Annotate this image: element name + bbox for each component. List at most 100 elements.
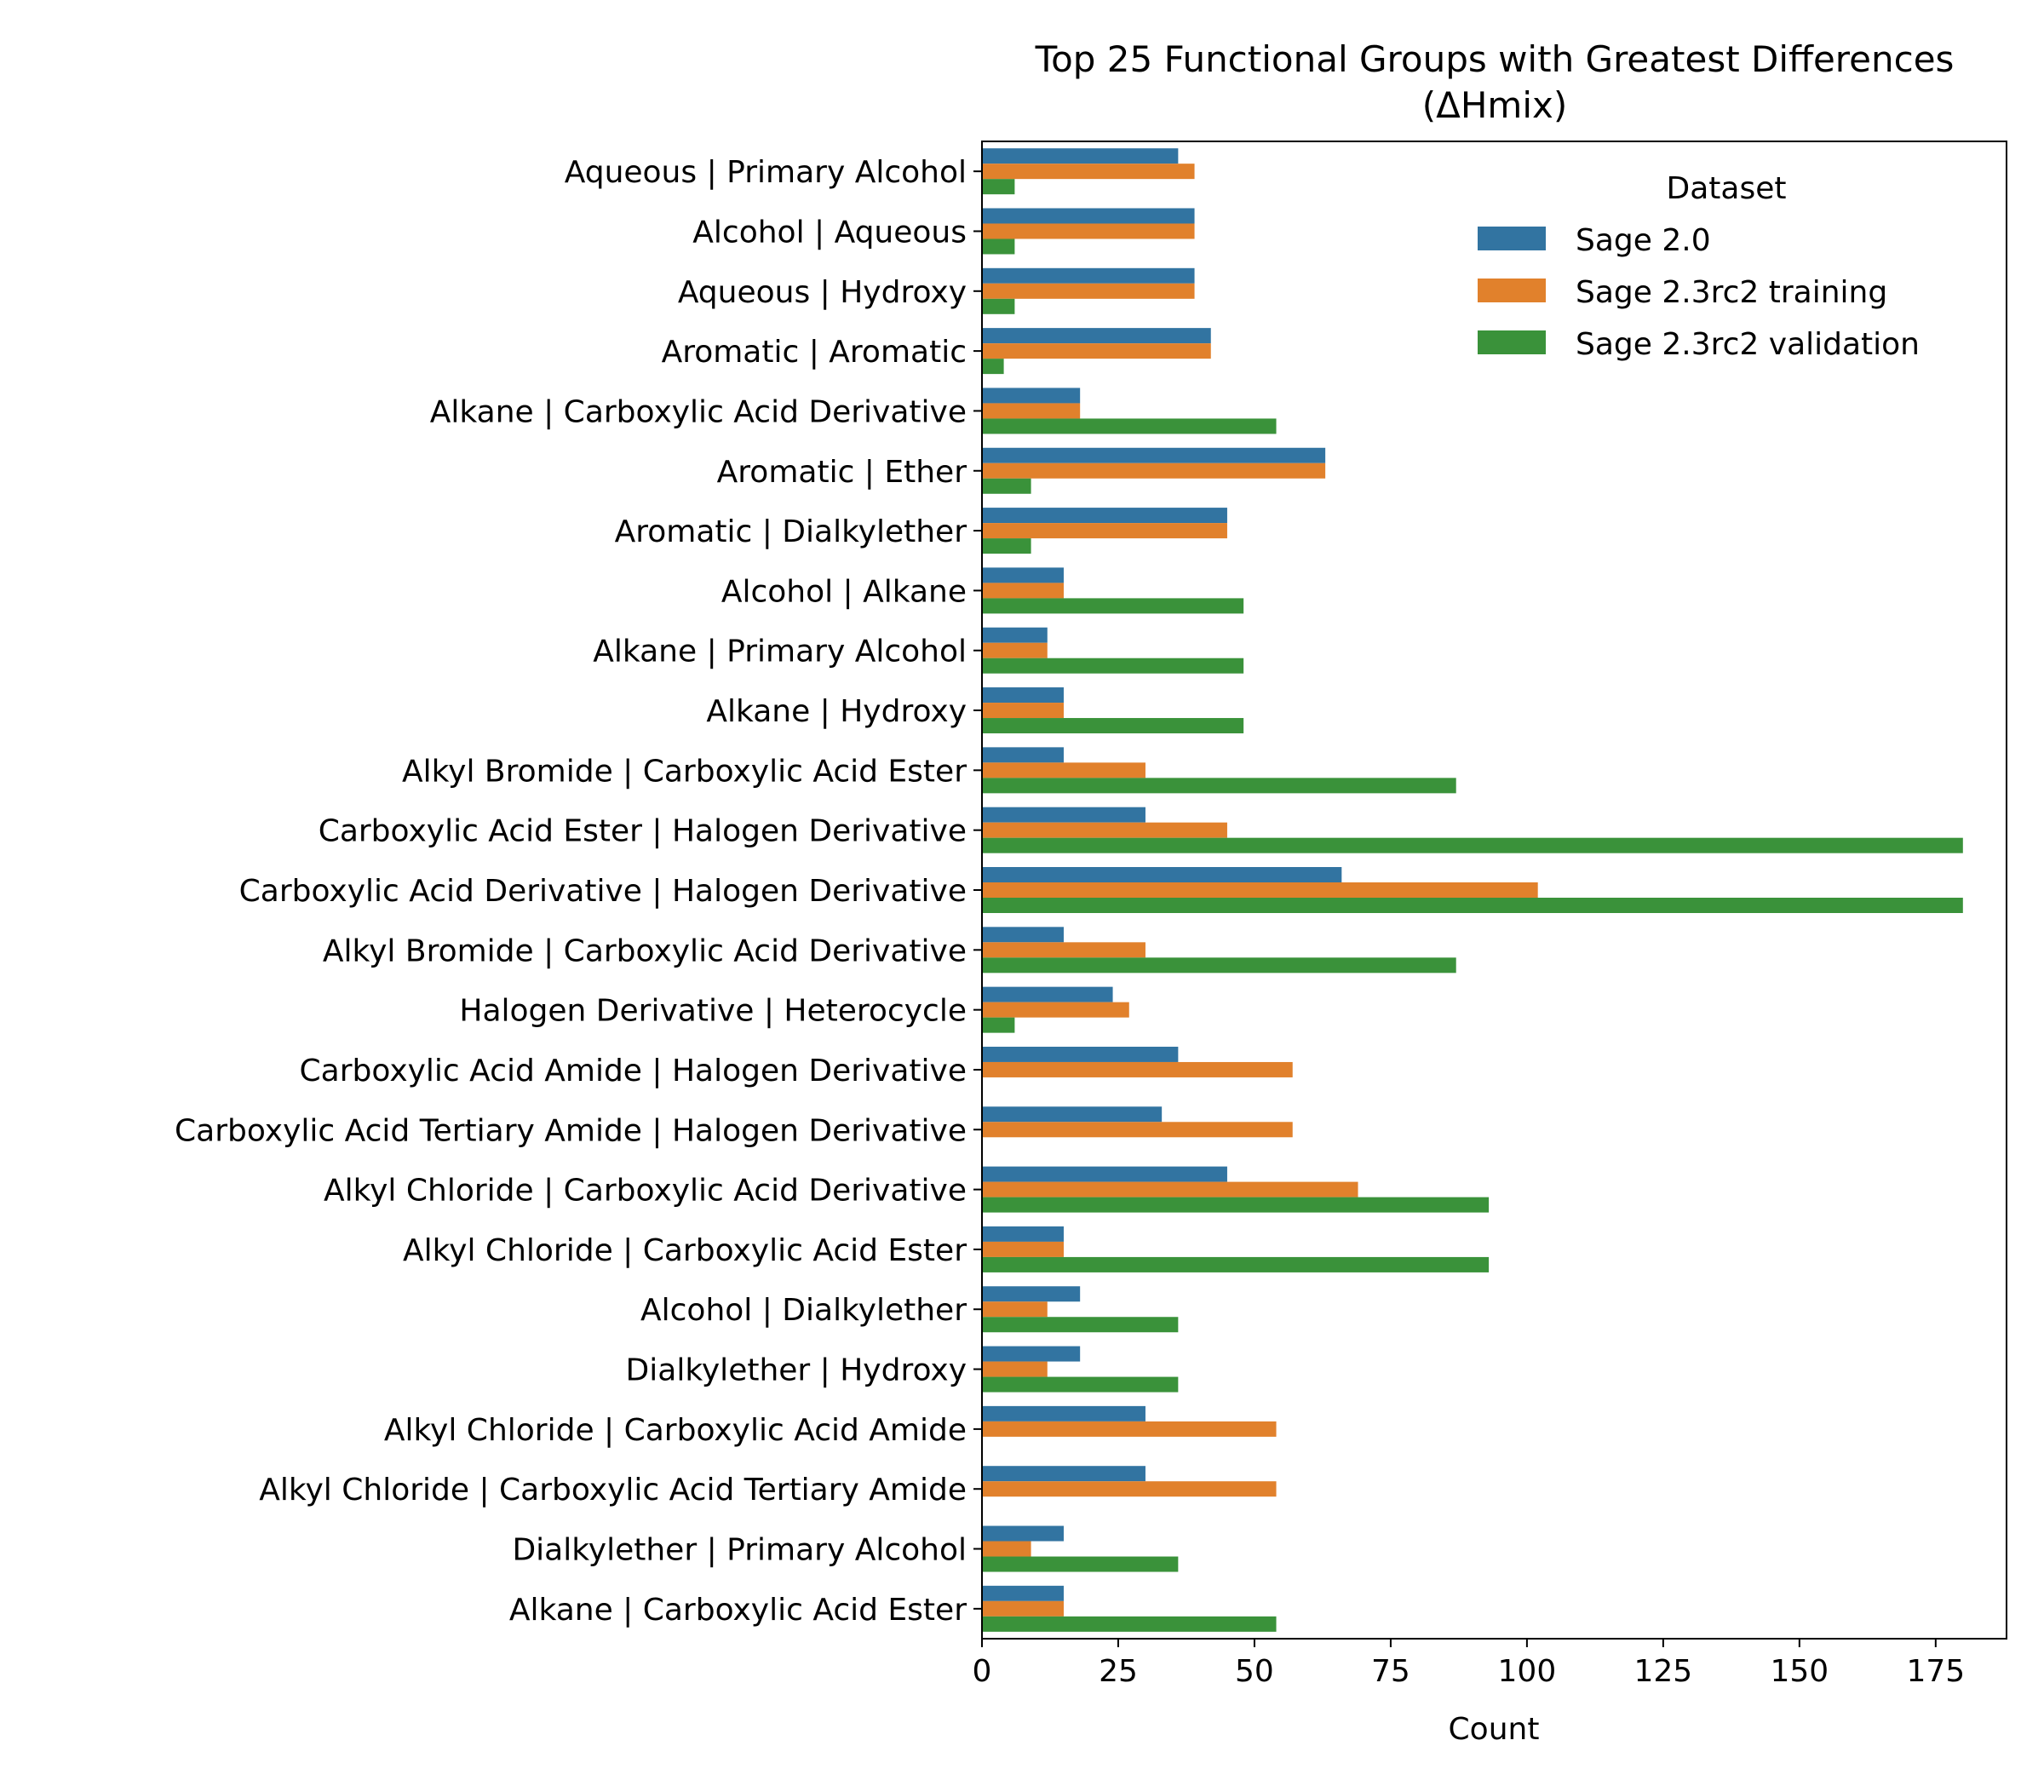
bar-2-24 — [982, 1541, 1031, 1557]
bar-2-9 — [982, 642, 1048, 658]
bar-2-20 — [982, 1301, 1048, 1318]
bar-2-19 — [982, 1241, 1064, 1257]
bar-2-2 — [982, 223, 1195, 239]
legend-swatch — [1478, 227, 1546, 250]
bar-1-10 — [982, 687, 1064, 704]
bar-3-25 — [982, 1616, 1277, 1632]
bar-1-8 — [982, 567, 1064, 583]
y-tick-label: Alkyl Bromide | Carboxylic Acid Ester — [402, 754, 967, 789]
bar-2-4 — [982, 343, 1211, 359]
y-tick-label: Halogen Derivative | Heterocycle — [459, 994, 967, 1029]
bar-1-5 — [982, 388, 1081, 404]
bar-3-3 — [982, 298, 1015, 314]
x-axis-label: Count — [1449, 1712, 1540, 1747]
y-tick-label: Alcohol | Alkane — [721, 574, 967, 609]
bar-2-22 — [982, 1421, 1277, 1437]
x-tick-label: 150 — [1770, 1654, 1829, 1689]
legend-label: Sage 2.0 — [1576, 223, 1711, 258]
bar-1-15 — [982, 986, 1113, 1002]
y-tick-label: Aqueous | Hydroxy — [678, 275, 967, 310]
y-tick-label: Alkyl Chloride | Carboxylic Acid Derivat… — [324, 1174, 967, 1209]
bar-1-19 — [982, 1226, 1064, 1242]
bar-3-13 — [982, 898, 1963, 913]
bar-1-25 — [982, 1585, 1064, 1601]
y-tick-label: Carboxylic Acid Amide | Halogen Derivati… — [300, 1054, 967, 1088]
legend: Dataset Sage 2.0 Sage 2.3rc2 training Sage… — [1478, 171, 1920, 362]
y-tick-label: Alkyl Chloride | Carboxylic Acid Ester — [403, 1233, 967, 1268]
x-axis-ticks: 0 25 50 75 100 125 150 175 — [973, 1639, 1965, 1689]
bar-2-25 — [982, 1600, 1064, 1617]
y-tick-label: Alkane | Primary Alcohol — [593, 635, 967, 669]
x-tick-label: 25 — [1099, 1654, 1138, 1689]
bar-1-16 — [982, 1046, 1179, 1062]
bar-2-1 — [982, 164, 1195, 180]
bar-1-20 — [982, 1286, 1081, 1302]
legend-label: Sage 2.3rc2 training — [1576, 275, 1887, 310]
bar-3-14 — [982, 957, 1456, 974]
legend-label: Sage 2.3rc2 validation — [1576, 327, 1920, 362]
bar-1-9 — [982, 627, 1048, 643]
bar-2-10 — [982, 703, 1064, 719]
bar-3-11 — [982, 778, 1456, 794]
bar-1-14 — [982, 927, 1064, 943]
chart-title: Top 25 Functional Groups with Greatest D… — [1035, 38, 1955, 80]
y-tick-label: Carboxylic Acid Tertiary Amide | Halogen… — [175, 1113, 967, 1148]
y-tick-label: Aromatic | Ether — [717, 455, 967, 490]
bars-group — [982, 148, 1963, 1632]
legend-swatch — [1478, 279, 1546, 302]
y-tick-label: Alkane | Carboxylic Acid Ester — [509, 1593, 967, 1628]
y-tick-label: Alkyl Chloride | Carboxylic Acid Amide — [384, 1413, 967, 1448]
bar-3-10 — [982, 718, 1244, 734]
bar-2-13 — [982, 882, 1538, 898]
y-tick-label: Alkane | Hydroxy — [706, 694, 967, 729]
bar-2-16 — [982, 1061, 1293, 1077]
legend-swatch — [1478, 330, 1546, 354]
x-tick-label: 100 — [1498, 1654, 1557, 1689]
bar-3-6 — [982, 478, 1031, 494]
bar-3-15 — [982, 1017, 1015, 1033]
bar-3-20 — [982, 1317, 1179, 1333]
chart-subtitle: (ΔHmix) — [1422, 84, 1568, 126]
bar-3-8 — [982, 598, 1244, 614]
bar-2-14 — [982, 942, 1145, 958]
bar-1-24 — [982, 1525, 1064, 1542]
bar-1-13 — [982, 867, 1342, 882]
y-tick-label: Aromatic | Dialkylether — [615, 514, 967, 549]
y-tick-label: Carboxylic Acid Derivative | Halogen Der… — [239, 874, 967, 909]
y-tick-label: Alkyl Chloride | Carboxylic Acid Tertiar… — [259, 1473, 967, 1508]
bar-3-21 — [982, 1376, 1179, 1393]
bar-1-2 — [982, 208, 1195, 224]
bar-3-7 — [982, 538, 1031, 554]
bar-1-18 — [982, 1166, 1227, 1182]
y-tick-label: Alkane | Carboxylic Acid Derivative — [430, 394, 967, 429]
bar-3-1 — [982, 179, 1015, 195]
bar-2-18 — [982, 1181, 1358, 1198]
bar-2-23 — [982, 1481, 1277, 1497]
bar-2-17 — [982, 1122, 1293, 1138]
bar-1-3 — [982, 267, 1195, 284]
bar-1-1 — [982, 148, 1179, 164]
legend-title: Dataset — [1667, 171, 1787, 206]
y-axis-ticks: Aqueous | Primary Alcohol Alcohol | Aqueo… — [175, 155, 982, 1628]
bar-3-18 — [982, 1197, 1490, 1213]
bar-2-5 — [982, 403, 1081, 419]
bar-2-8 — [982, 583, 1064, 599]
plot-frame — [981, 141, 2007, 1640]
bar-3-2 — [982, 238, 1015, 255]
bar-1-17 — [982, 1106, 1163, 1123]
bar-2-11 — [982, 762, 1145, 778]
y-tick-label: Alcohol | Aqueous — [692, 215, 967, 250]
x-tick-label: 50 — [1235, 1654, 1274, 1689]
bar-1-4 — [982, 328, 1211, 344]
bar-1-22 — [982, 1405, 1145, 1422]
y-tick-label: Aromatic | Aromatic — [662, 335, 967, 370]
y-tick-label: Dialkylether | Hydroxy — [626, 1353, 967, 1388]
bar-2-7 — [982, 523, 1227, 539]
bar-3-24 — [982, 1556, 1179, 1572]
bar-2-6 — [982, 462, 1326, 479]
x-tick-label: 125 — [1634, 1654, 1693, 1689]
bar-3-12 — [982, 837, 1963, 853]
bar-1-7 — [982, 508, 1227, 524]
y-tick-label: Alkyl Bromide | Carboxylic Acid Derivati… — [323, 933, 967, 968]
x-tick-label: 0 — [973, 1654, 992, 1689]
